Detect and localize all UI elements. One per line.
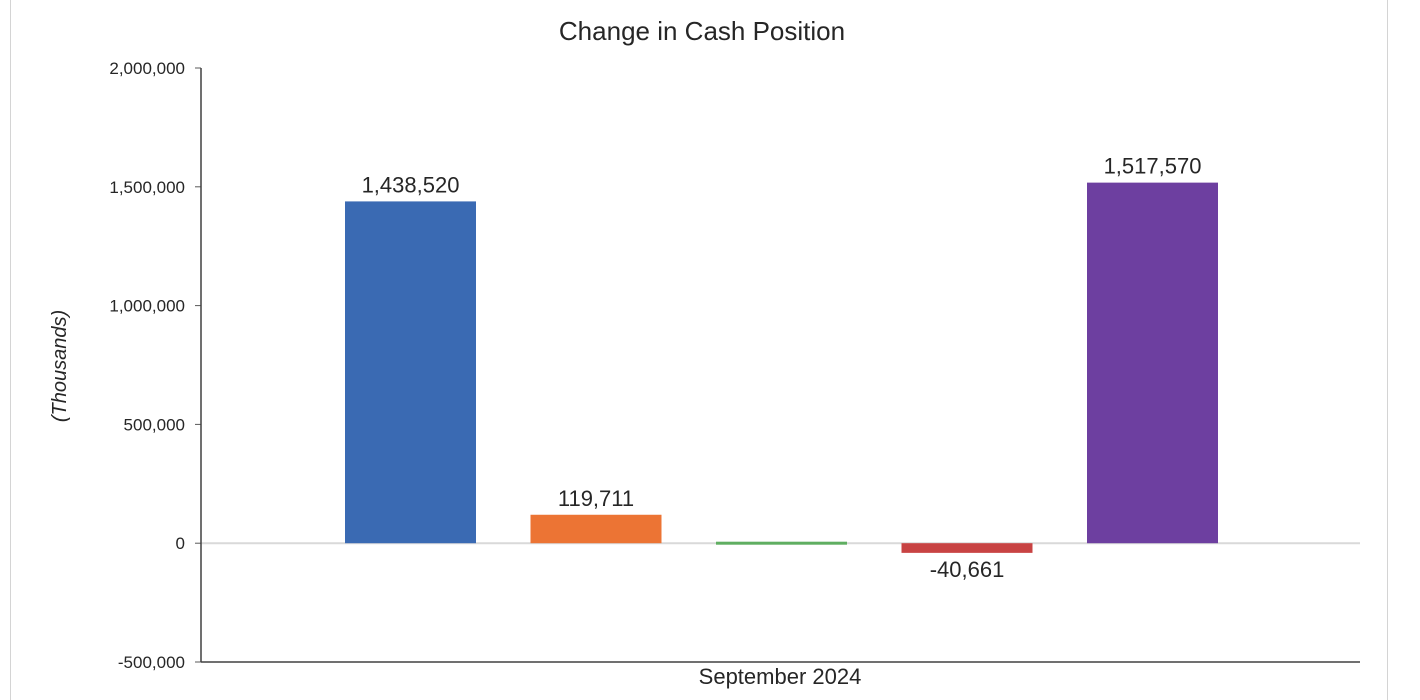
y-tick-label: 500,000 [124, 415, 185, 434]
data-label: 1,438,520 [362, 172, 460, 197]
bar [716, 541, 847, 545]
y-tick-label: -500,000 [118, 653, 185, 672]
y-tick-label: 0 [176, 534, 185, 553]
y-tick-label: 2,000,000 [109, 59, 185, 78]
bar [1087, 182, 1218, 544]
y-tick-label: 1,500,000 [109, 178, 185, 197]
bar [345, 201, 476, 544]
bar [530, 514, 662, 544]
x-category-label: September 2024 [699, 664, 862, 689]
y-tick-label: 1,000,000 [109, 297, 185, 316]
data-label: -40,661 [930, 557, 1005, 582]
bar [901, 543, 1033, 553]
chart-title: Change in Cash Position [559, 16, 845, 46]
y-axis-label: (Thousands) [49, 310, 71, 422]
data-label: 1,517,570 [1104, 154, 1202, 179]
data-label: 119,711 [558, 486, 634, 511]
